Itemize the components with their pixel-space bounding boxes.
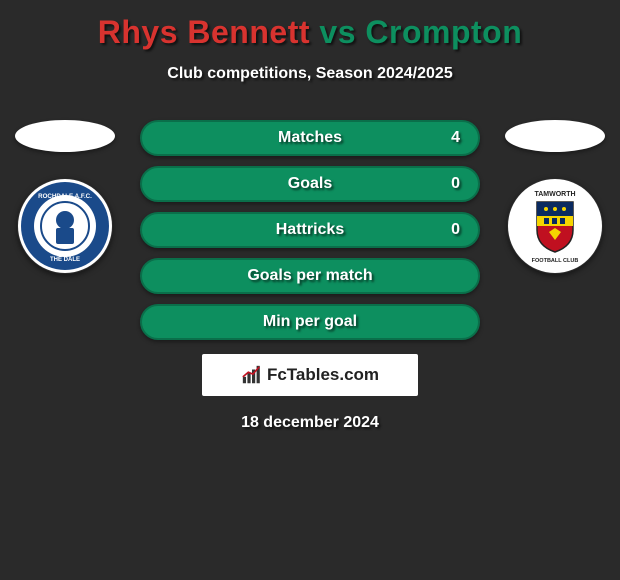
stat-label: Matches bbox=[278, 129, 342, 147]
left-score-oval bbox=[15, 120, 115, 152]
stat-value: 4 bbox=[451, 129, 460, 147]
stat-value: 0 bbox=[451, 221, 460, 239]
comparison-card: Rhys Bennett vs Crompton Club competitio… bbox=[0, 0, 620, 580]
stat-label: Goals bbox=[288, 175, 332, 193]
stat-pill: Min per goal bbox=[140, 304, 480, 340]
tamworth-crest-icon: TAMWORTH FOOTBALL CLUB bbox=[507, 178, 603, 274]
stat-pill: Goals 0 bbox=[140, 166, 480, 202]
stat-label: Goals per match bbox=[247, 267, 372, 285]
player2-name: Crompton bbox=[365, 14, 522, 50]
svg-text:THE DALE: THE DALE bbox=[50, 257, 80, 263]
stat-label: Hattricks bbox=[276, 221, 344, 239]
player1-name: Rhys Bennett bbox=[98, 14, 310, 50]
rochdale-crest-icon: ROCHDALE A.F.C. THE DALE bbox=[17, 178, 113, 274]
left-column: ROCHDALE A.F.C. THE DALE bbox=[10, 120, 120, 274]
svg-text:ROCHDALE A.F.C.: ROCHDALE A.F.C. bbox=[38, 193, 92, 200]
page-title: Rhys Bennett vs Crompton bbox=[0, 0, 620, 51]
left-club-crest: ROCHDALE A.F.C. THE DALE bbox=[17, 178, 113, 274]
stats-column: Matches 4 Goals 0 Hattricks 0 Goals per match M… bbox=[140, 120, 480, 432]
svg-text:FOOTBALL CLUB: FOOTBALL CLUB bbox=[532, 258, 579, 264]
bars-icon bbox=[241, 364, 263, 386]
stat-label: Min per goal bbox=[263, 313, 357, 331]
stats-list: Matches 4 Goals 0 Hattricks 0 Goals per match M… bbox=[140, 120, 480, 340]
right-club-crest: TAMWORTH FOOTBALL CLUB bbox=[507, 178, 603, 274]
subtitle: Club competitions, Season 2024/2025 bbox=[0, 65, 620, 83]
right-score-oval bbox=[505, 120, 605, 152]
right-column: TAMWORTH FOOTBALL CLUB bbox=[500, 120, 610, 274]
stat-value: 0 bbox=[451, 175, 460, 193]
svg-text:TAMWORTH: TAMWORTH bbox=[534, 191, 575, 198]
brand-box[interactable]: FcTables.com bbox=[202, 354, 418, 396]
vs-word: vs bbox=[319, 14, 356, 50]
stat-pill: Hattricks 0 bbox=[140, 212, 480, 248]
stat-pill: Goals per match bbox=[140, 258, 480, 294]
stat-pill: Matches 4 bbox=[140, 120, 480, 156]
date-text: 18 december 2024 bbox=[140, 414, 480, 432]
brand-text: FcTables.com bbox=[267, 365, 379, 385]
